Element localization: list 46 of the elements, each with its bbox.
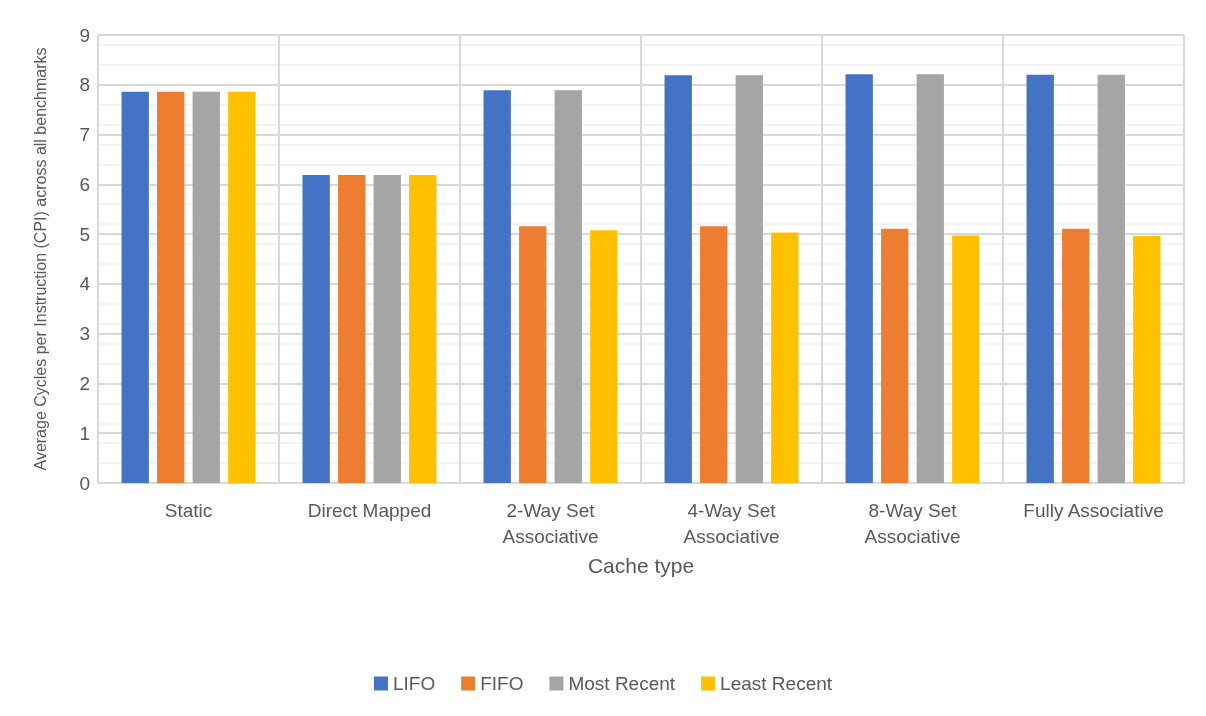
bar (228, 91, 256, 483)
bar (409, 174, 437, 483)
bar (1062, 228, 1090, 483)
legend-label: LIFO (392, 673, 436, 694)
x-tick-label: 4-Way Set Associative (683, 499, 780, 547)
bar (483, 90, 511, 483)
bar (302, 174, 330, 483)
legend-label: FIFO (480, 673, 524, 694)
x-tick-label: 8-Way Set Associative (864, 499, 961, 547)
x-tick-label: Fully Associative (1023, 499, 1164, 521)
y-tick-label: 0 (79, 472, 90, 494)
bar (590, 230, 618, 483)
y-tick-label: 1 (79, 422, 90, 444)
y-tick-label: 4 (79, 273, 91, 295)
bar (700, 226, 728, 483)
bar (881, 228, 909, 483)
x-tick-label: Direct Mapped (307, 499, 432, 521)
x-axis-title: Cache type (587, 554, 695, 577)
bar (1133, 236, 1161, 483)
y-tick-label: 7 (79, 124, 90, 146)
bar (192, 91, 220, 483)
legend-label: Least Recent (720, 673, 833, 694)
x-tick-label: Static (164, 499, 213, 521)
y-tick-label: 6 (79, 173, 90, 195)
bar (121, 91, 149, 483)
bar (157, 91, 185, 483)
x-tick-label: 2-Way Set Associative (502, 499, 599, 547)
y-tick-label: 9 (79, 24, 90, 46)
bar (554, 90, 582, 483)
y-tick-label: 8 (79, 74, 90, 96)
bar (735, 75, 763, 483)
y-tick-label: 3 (79, 323, 90, 345)
bar (1026, 74, 1054, 483)
legend-label: Most Recent (568, 673, 676, 694)
y-tick-label: 2 (79, 372, 90, 394)
bar (664, 75, 692, 483)
bar (771, 232, 799, 483)
bar (338, 174, 366, 483)
y-axis-title: Average Cycles per Instruction (CPI) across all benchmarks (31, 47, 49, 471)
bar (1097, 74, 1125, 483)
bar (373, 174, 401, 483)
bar (519, 226, 547, 483)
bar (916, 74, 944, 483)
bar (952, 235, 980, 483)
bar (845, 74, 873, 483)
y-tick-label: 5 (79, 223, 90, 245)
